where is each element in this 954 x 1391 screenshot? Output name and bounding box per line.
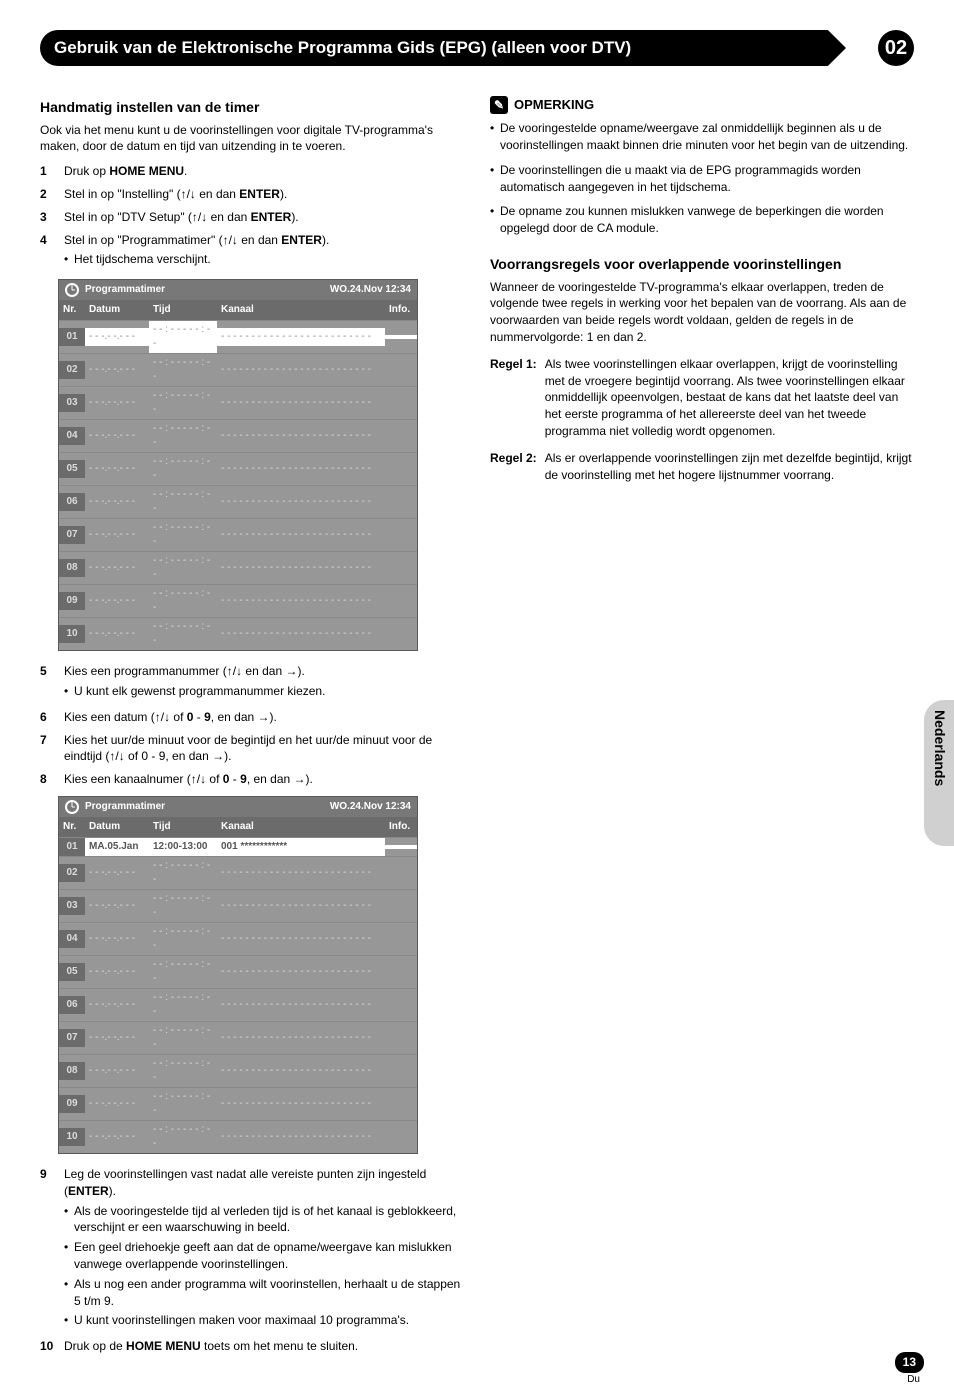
content-columns: Handmatig instellen van de timer Ook via… (40, 96, 914, 1361)
step-2: 2Stel in op "Instelling" (↑/↓ en dan ENT… (40, 186, 464, 203)
rule-label: Regel 2: (490, 450, 537, 484)
steps-list-final: 9Leg de voorinstellingen vast nadat alle… (40, 1166, 464, 1355)
right-column: ✎ OPMERKING De vooringestelde opname/wee… (490, 96, 914, 1361)
table-row: 06- - -.- -.- - -- - : - - - - - : - -- … (59, 485, 417, 518)
table-row: 10- - -.- -.- - -- - : - - - - - : - -- … (59, 1120, 417, 1153)
page-lang-code: Du (907, 1373, 920, 1387)
table-row: 06- - -.- -.- - -- - : - - - - - : - -- … (59, 988, 417, 1021)
step-9: 9Leg de voorinstellingen vast nadat alle… (40, 1166, 464, 1332)
step-9-sub1: Als de vooringestelde tijd al verleden t… (64, 1203, 464, 1237)
note-item: De opname zou kunnen mislukken vanwege d… (490, 203, 914, 237)
note-item: De vooringestelde opname/weergave zal on… (490, 120, 914, 154)
note-header: ✎ OPMERKING (490, 96, 914, 114)
rule-body: Als er overlappende voorinstellingen zij… (545, 450, 914, 484)
table-row: 09- - -.- -.- - -- - : - - - - - : - -- … (59, 584, 417, 617)
table-title: Programmatimer (85, 283, 165, 297)
step-10: 10Druk op de HOME MENU toets om het menu… (40, 1338, 464, 1355)
step-9-sub4: U kunt voorinstellingen maken voor maxim… (64, 1312, 464, 1329)
step-8: 8Kies een kanaalnumer (↑/↓ of 0 - 9, en … (40, 771, 464, 788)
rule-2: Regel 2: Als er overlappende voorinstell… (490, 450, 914, 484)
step-4-sub: Het tijdschema verschijnt. (64, 251, 464, 268)
note-item: De voorinstellingen die u maakt via de E… (490, 162, 914, 196)
step-4: 4Stel in op "Programmatimer" (↑/↓ en dan… (40, 232, 464, 272)
rule-body: Als twee voorinstellingen elkaar overlap… (545, 356, 914, 440)
table-row: 10- - -.- -.- - -- - : - - - - - : - -- … (59, 617, 417, 650)
header-title: Gebruik van de Elektronische Programma G… (40, 30, 828, 66)
table-row: 08- - -.- -.- - -- - : - - - - - : - -- … (59, 551, 417, 584)
step-5-sub: U kunt elk gewenst programmanummer kieze… (64, 683, 464, 700)
table-row: 04- - -.- -.- - -- - : - - - - - : - -- … (59, 419, 417, 452)
note-list: De vooringestelde opname/weergave zal on… (490, 120, 914, 237)
table-row: 07- - -.- -.- - -- - : - - - - - : - -- … (59, 518, 417, 551)
intro-text: Ook via het menu kunt u de voorinstellin… (40, 122, 464, 156)
table-datetime: WO.24.Nov 12:34 (330, 283, 411, 297)
note-label: OPMERKING (514, 96, 594, 114)
table-row: 03- - -.- -.- - -- - : - - - - - : - -- … (59, 889, 417, 922)
left-column: Handmatig instellen van de timer Ook via… (40, 96, 464, 1361)
page-number: 13 (895, 1352, 924, 1373)
table-row: 01- - -.- -.- - -- - : - - - - - : - -- … (59, 320, 417, 353)
rule-1: Regel 1: Als twee voorinstellingen elkaa… (490, 356, 914, 440)
step-3: 3Stel in op "DTV Setup" (↑/↓ en dan ENTE… (40, 209, 464, 226)
table-row: 09- - -.- -.- - -- - : - - - - - : - -- … (59, 1087, 417, 1120)
priority-intro: Wanneer de vooringestelde TV-programma's… (490, 279, 914, 346)
step-7: 7Kies het uur/de minuut voor de begintij… (40, 732, 464, 766)
table-row: 04- - -.- -.- - -- - : - - - - - : - -- … (59, 922, 417, 955)
pencil-icon: ✎ (490, 96, 508, 114)
steps-list: 1Druk op HOME MENU. 2Stel in op "Instell… (40, 163, 464, 271)
section-priority-rules: Voorrangsregels voor overlappende voorin… (490, 255, 914, 275)
programmatimer-table-filled: Programmatimer WO.24.Nov 12:34 Nr.DatumT… (58, 796, 418, 1154)
section-manual-timer: Handmatig instellen van de timer (40, 98, 464, 118)
table-datetime: WO.24.Nov 12:34 (330, 800, 411, 814)
table-column-headers: Nr.DatumTijdKanaalInfo. (59, 300, 417, 320)
table-title: Programmatimer (85, 800, 165, 814)
table-row: 03- - -.- -.- - -- - : - - - - - : - -- … (59, 386, 417, 419)
table-row: 02- - -.- -.- - -- - : - - - - - : - -- … (59, 856, 417, 889)
step-1: 1Druk op HOME MENU. (40, 163, 464, 180)
table-column-headers: Nr.DatumTijdKanaalInfo. (59, 817, 417, 837)
table-row: 07- - -.- -.- - -- - : - - - - - : - -- … (59, 1021, 417, 1054)
step-9-sub2: Een geel driehoekje geeft aan dat de opn… (64, 1239, 464, 1273)
table-row: 05- - -.- -.- - -- - : - - - - - : - -- … (59, 452, 417, 485)
table-row: 02- - -.- -.- - -- - : - - - - - : - -- … (59, 353, 417, 386)
clock-icon (65, 800, 79, 814)
table-row: 01MA.05.Jan12:00-13:00001 ************ (59, 837, 417, 856)
clock-icon (65, 283, 79, 297)
step-9-sub3: Als u nog een ander programma wilt voori… (64, 1276, 464, 1310)
table-row: 08- - -.- -.- - -- - : - - - - - : - -- … (59, 1054, 417, 1087)
step-6: 6Kies een datum (↑/↓ of 0 - 9, en dan →)… (40, 709, 464, 726)
rule-label: Regel 1: (490, 356, 537, 440)
page-header: Gebruik van de Elektronische Programma G… (40, 30, 914, 66)
chapter-number: 02 (878, 30, 914, 66)
language-tab: Nederlands (924, 700, 954, 846)
programmatimer-table-empty: Programmatimer WO.24.Nov 12:34 Nr.DatumT… (58, 279, 418, 651)
step-5: 5Kies een programmanummer (↑/↓ en dan →)… (40, 663, 464, 703)
table-row: 05- - -.- -.- - -- - : - - - - - : - -- … (59, 955, 417, 988)
steps-list-cont: 5Kies een programmanummer (↑/↓ en dan →)… (40, 663, 464, 788)
